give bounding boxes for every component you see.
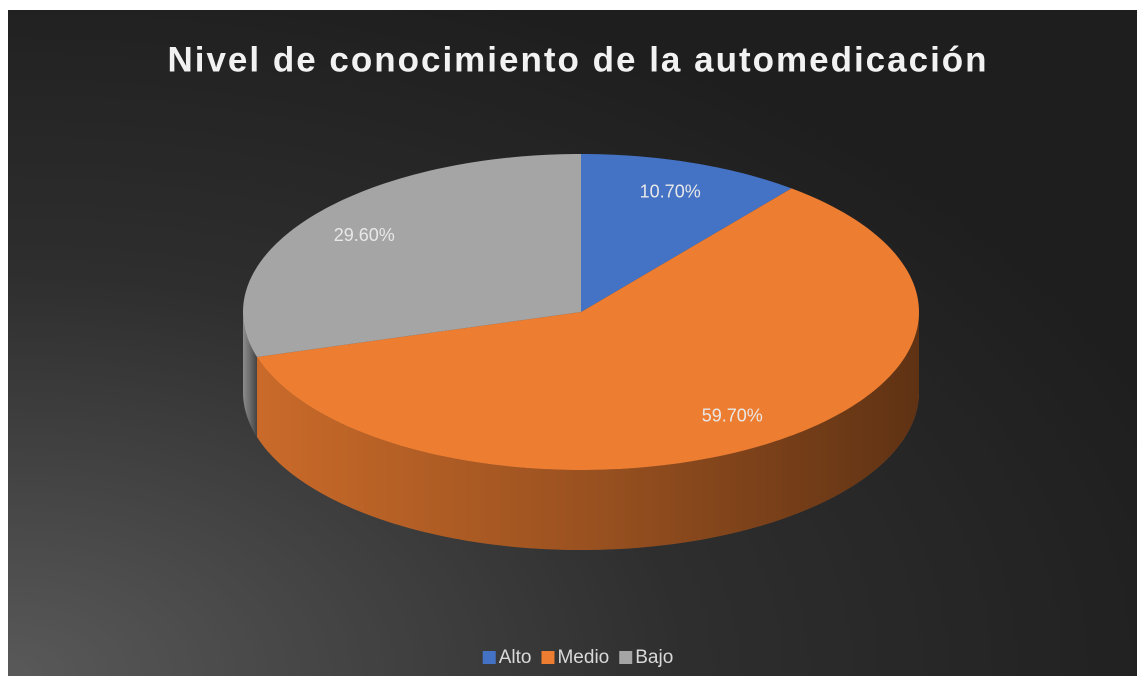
data-label: 29.60% — [334, 225, 395, 245]
legend-swatch — [482, 651, 496, 664]
legend-swatch — [619, 651, 633, 664]
legend-swatch — [541, 651, 555, 664]
legend-label: Alto — [499, 647, 532, 668]
slice-side — [257, 312, 919, 550]
legend: Alto Medio Bajo — [482, 647, 673, 668]
legend-item: Medio — [541, 647, 609, 668]
slice — [257, 188, 919, 470]
slice-side-shade — [243, 312, 258, 438]
slice — [243, 154, 581, 358]
slice-side-shade — [257, 312, 919, 550]
data-label: 10.70% — [640, 181, 701, 201]
legend-label: Medio — [557, 647, 609, 668]
legend-label: Bajo — [635, 647, 673, 668]
legend-item: Alto — [482, 647, 532, 668]
slice-side — [243, 312, 258, 438]
data-label: 59.70% — [702, 406, 763, 426]
chart-title: Nivel de conocimiento de la automedicaci… — [167, 40, 988, 79]
legend-item: Bajo — [619, 647, 673, 668]
slice — [581, 154, 792, 312]
